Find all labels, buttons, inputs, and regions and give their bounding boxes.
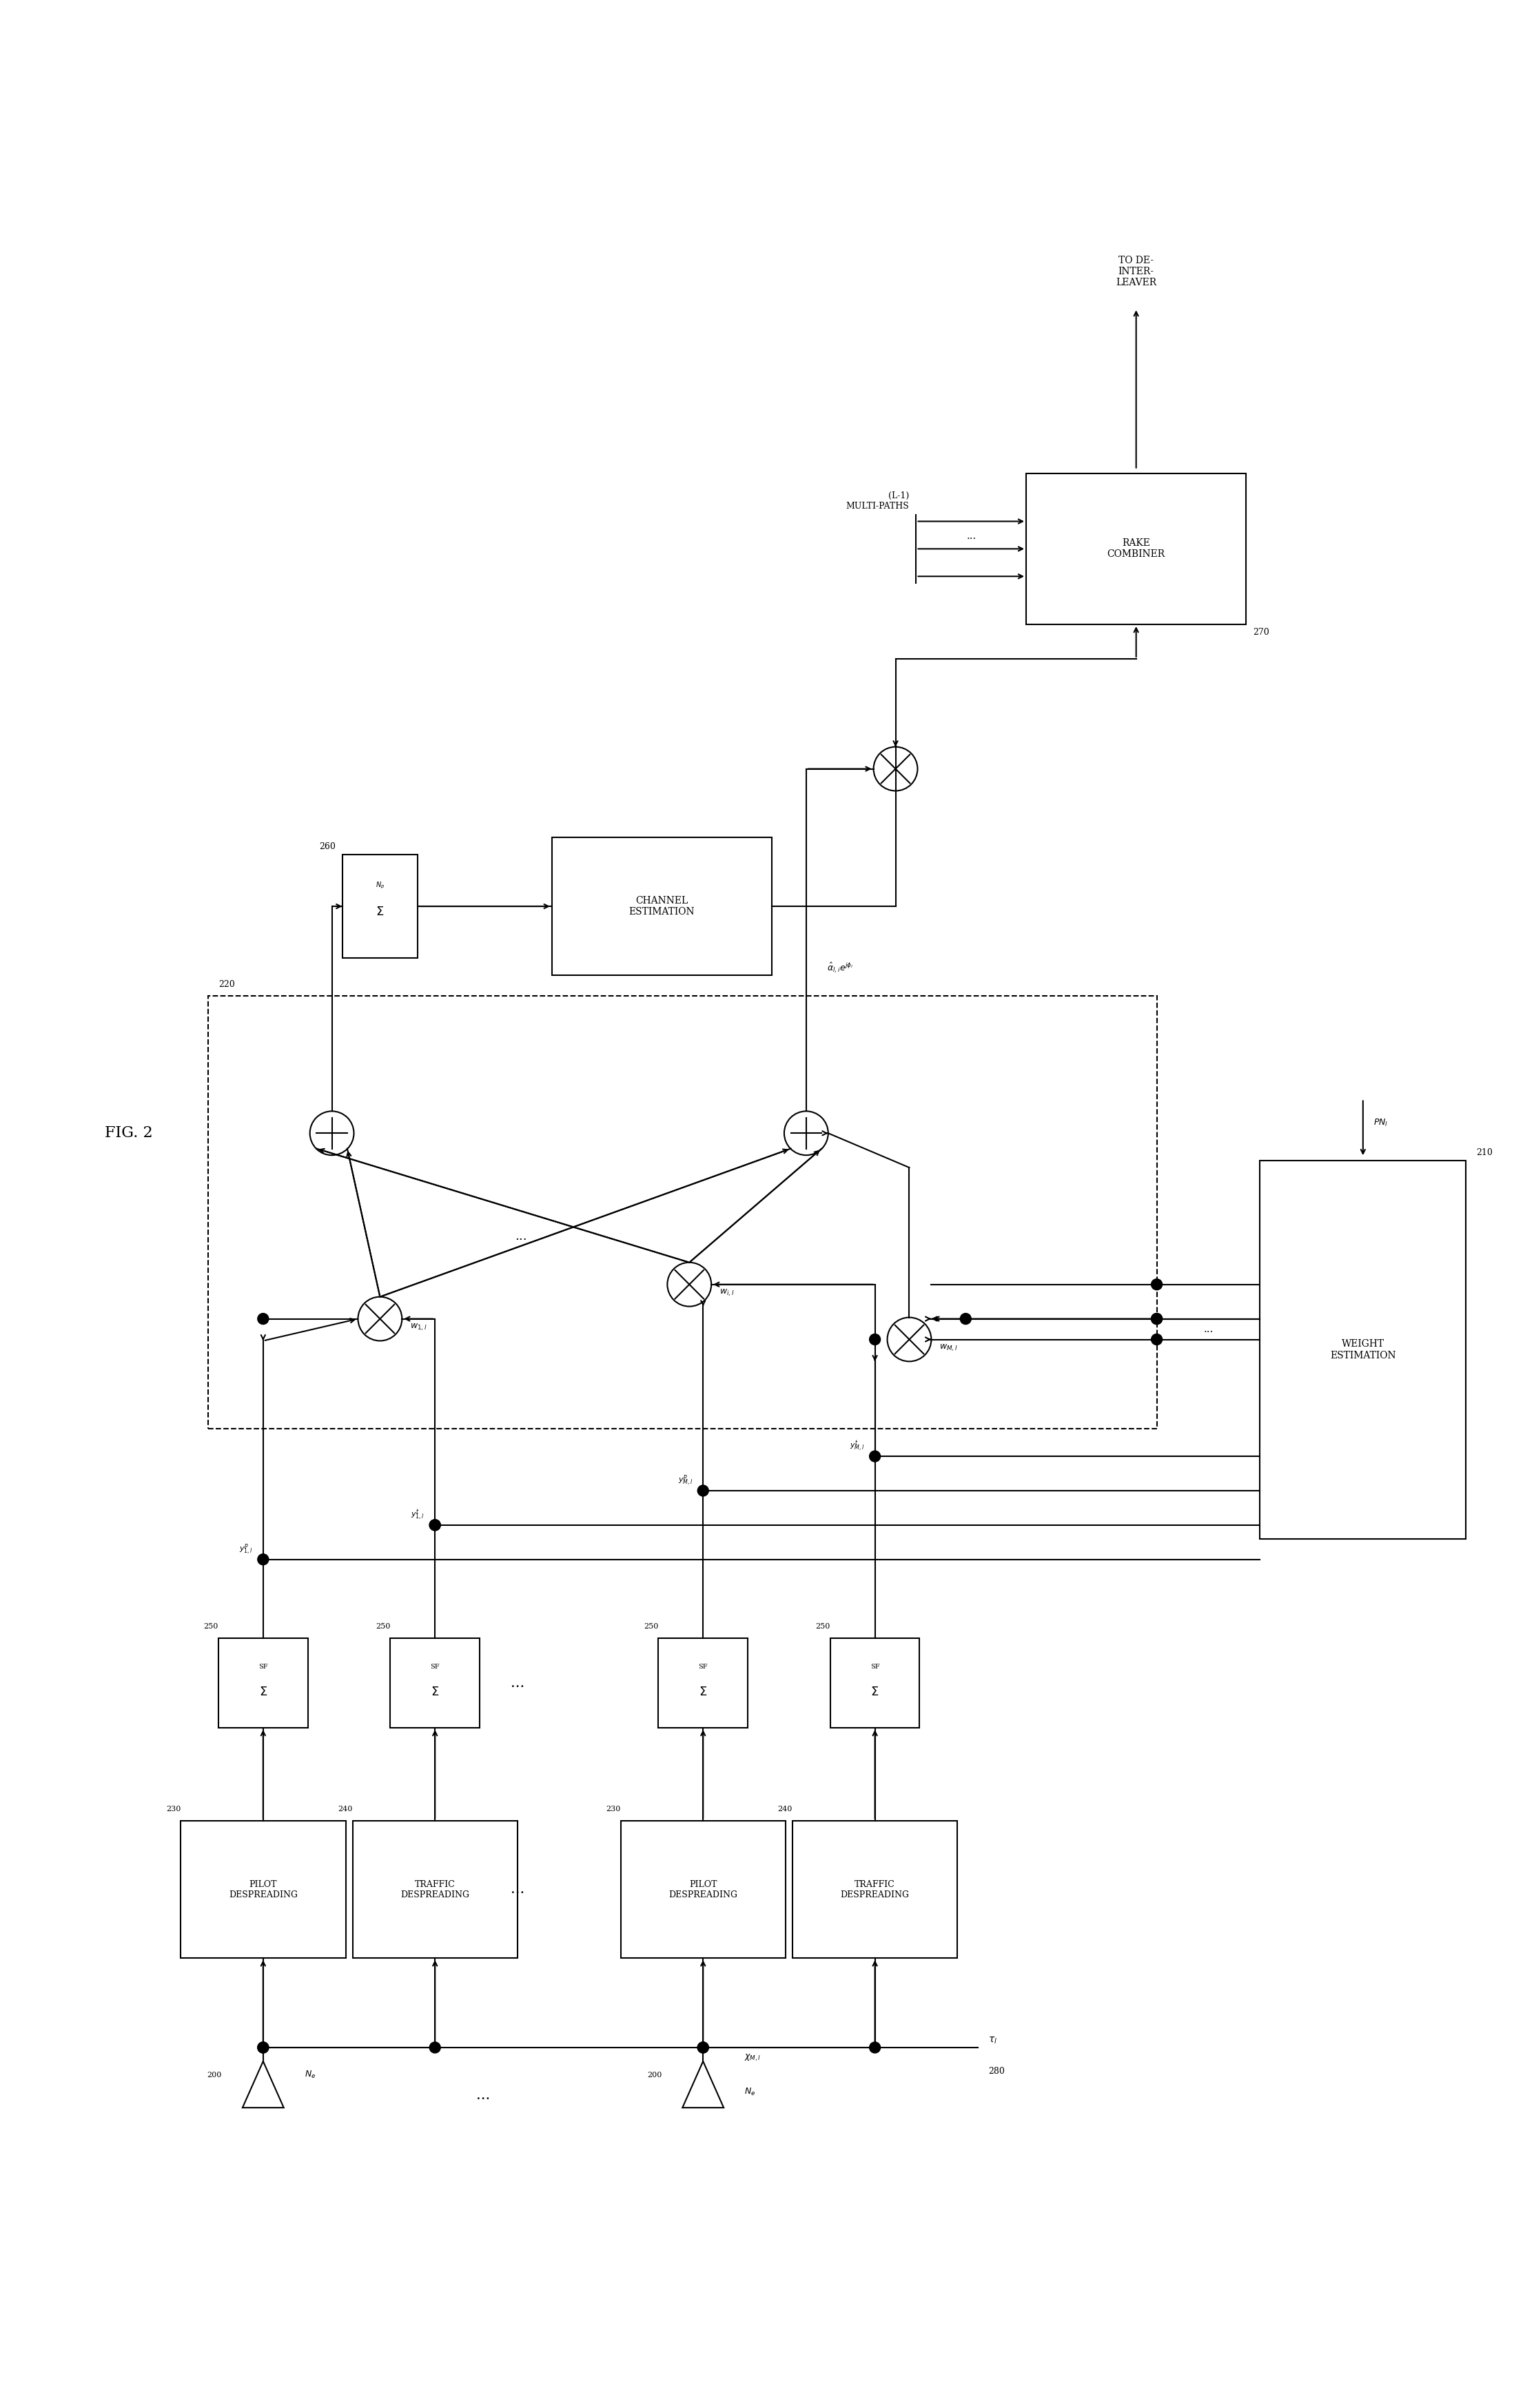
- Text: CHANNEL
ESTIMATION: CHANNEL ESTIMATION: [629, 896, 695, 917]
- Text: $\Sigma$: $\Sigma$: [259, 1686, 267, 1698]
- Circle shape: [1150, 1312, 1163, 1324]
- Text: $y^p_{1,l}$: $y^p_{1,l}$: [239, 1544, 253, 1556]
- Text: 230: 230: [606, 1806, 621, 1813]
- Circle shape: [1150, 1279, 1163, 1291]
- Circle shape: [430, 1519, 440, 1531]
- Text: $\Sigma$: $\Sigma$: [871, 1686, 879, 1698]
- Bar: [342, 855, 417, 958]
- Circle shape: [870, 1334, 881, 1346]
- Circle shape: [698, 2042, 709, 2054]
- Text: ...: ...: [966, 532, 976, 542]
- Circle shape: [258, 1553, 268, 1565]
- Text: $N_e$: $N_e$: [304, 2071, 316, 2081]
- Text: SF: SF: [698, 1664, 707, 1671]
- Circle shape: [870, 1450, 881, 1462]
- Text: SF: SF: [258, 1664, 268, 1671]
- Circle shape: [698, 2042, 709, 2054]
- Text: WEIGHT
ESTIMATION: WEIGHT ESTIMATION: [1330, 1339, 1396, 1361]
- Text: 200: 200: [647, 2071, 661, 2078]
- Text: 260: 260: [319, 843, 336, 852]
- Text: 270: 270: [1253, 628, 1269, 636]
- Circle shape: [870, 2042, 881, 2054]
- Bar: [830, 1637, 919, 1729]
- Circle shape: [960, 1312, 971, 1324]
- Text: PILOT
DESPREADING: PILOT DESPREADING: [669, 1881, 738, 1900]
- Text: $PN_l$: $PN_l$: [1373, 1117, 1388, 1127]
- Text: $y^t_{1,l}$: $y^t_{1,l}$: [411, 1507, 425, 1522]
- Text: FIG. 2: FIG. 2: [104, 1125, 153, 1141]
- Text: 250: 250: [376, 1623, 390, 1630]
- Bar: [793, 1820, 957, 1958]
- Text: $N_p$: $N_p$: [376, 881, 385, 891]
- Bar: [209, 995, 1157, 1428]
- Text: SF: SF: [430, 1664, 440, 1671]
- Text: 210: 210: [1476, 1149, 1493, 1158]
- Text: $y^p_{M,l}$: $y^p_{M,l}$: [678, 1474, 693, 1488]
- Text: TRAFFIC
DESPREADING: TRAFFIC DESPREADING: [841, 1881, 910, 1900]
- Text: 240: 240: [337, 1806, 353, 1813]
- Circle shape: [258, 1312, 268, 1324]
- Circle shape: [430, 1519, 440, 1531]
- Text: $w_{i,l}$: $w_{i,l}$: [719, 1288, 735, 1298]
- Text: $\chi_{M,l}$: $\chi_{M,l}$: [744, 2054, 761, 2064]
- Bar: [181, 1820, 345, 1958]
- Text: $\Sigma$: $\Sigma$: [431, 1686, 439, 1698]
- Circle shape: [258, 2042, 268, 2054]
- Text: 280: 280: [988, 2066, 1005, 2076]
- Text: $\tau_l$: $\tau_l$: [988, 2035, 997, 2047]
- Text: (L-1)
MULTI-PATHS: (L-1) MULTI-PATHS: [847, 491, 910, 510]
- Bar: [353, 1820, 517, 1958]
- Text: 240: 240: [778, 1806, 793, 1813]
- Circle shape: [1150, 1334, 1163, 1346]
- Bar: [552, 838, 772, 975]
- Bar: [621, 1820, 785, 1958]
- Text: TO DE-
INTER-
LEAVER: TO DE- INTER- LEAVER: [1115, 255, 1157, 287]
- Bar: [218, 1637, 308, 1729]
- Text: SF: SF: [870, 1664, 879, 1671]
- Text: 250: 250: [644, 1623, 658, 1630]
- Text: 250: 250: [816, 1623, 830, 1630]
- Text: $\hat{\alpha}_{l,i}e^{j\phi_l}$: $\hat{\alpha}_{l,i}e^{j\phi_l}$: [827, 961, 853, 975]
- Text: $\Sigma$: $\Sigma$: [700, 1686, 707, 1698]
- Circle shape: [258, 2042, 268, 2054]
- Text: $w_{M,l}$: $w_{M,l}$: [939, 1344, 957, 1353]
- Text: ...: ...: [511, 1883, 525, 1895]
- Text: 200: 200: [207, 2071, 222, 2078]
- Text: ...: ...: [511, 1676, 525, 1690]
- Text: 220: 220: [218, 980, 235, 990]
- Bar: [390, 1637, 480, 1729]
- Text: 250: 250: [204, 1623, 218, 1630]
- Text: 230: 230: [166, 1806, 181, 1813]
- Circle shape: [698, 1486, 709, 1495]
- Bar: [658, 1637, 747, 1729]
- Text: $\Sigma$: $\Sigma$: [376, 905, 384, 917]
- Bar: [1259, 1161, 1467, 1539]
- Text: ...: ...: [476, 2090, 489, 2102]
- Text: ...: ...: [515, 1230, 528, 1243]
- Text: $N_e$: $N_e$: [744, 2088, 756, 2097]
- Text: PILOT
DESPREADING: PILOT DESPREADING: [229, 1881, 298, 1900]
- Text: $w_{1,l}$: $w_{1,l}$: [410, 1322, 428, 1332]
- Text: $y^t_{M,l}$: $y^t_{M,l}$: [850, 1440, 865, 1452]
- Circle shape: [1150, 1312, 1163, 1324]
- Text: RAKE
COMBINER: RAKE COMBINER: [1108, 539, 1166, 559]
- Text: TRAFFIC
DESPREADING: TRAFFIC DESPREADING: [400, 1881, 469, 1900]
- Circle shape: [430, 2042, 440, 2054]
- Text: ...: ...: [1203, 1324, 1213, 1334]
- Bar: [1026, 474, 1246, 624]
